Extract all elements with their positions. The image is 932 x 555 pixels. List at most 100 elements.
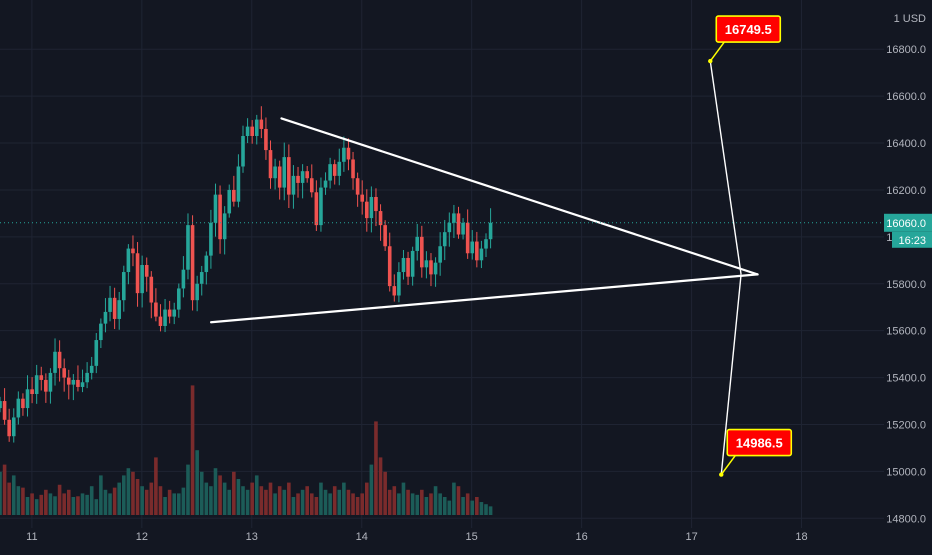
y-tick-label: 15400.0: [886, 373, 926, 385]
candle-body: [332, 164, 337, 176]
candle-body: [94, 340, 99, 366]
price-target-callout[interactable]: [726, 428, 793, 457]
volume-bar: [342, 482, 346, 515]
candle-body: [11, 417, 16, 437]
candle-body: [369, 196, 374, 219]
volume-bar: [66, 489, 71, 515]
volume-bar: [218, 475, 222, 515]
volume-bar: [465, 493, 470, 515]
candle-body: [401, 257, 406, 273]
candle-body: [117, 300, 122, 319]
candle-body: [89, 365, 94, 373]
x-tick-label: 18: [795, 531, 807, 543]
candle-body: [438, 246, 442, 263]
volume-bar: [447, 500, 452, 515]
candle-body: [222, 213, 227, 240]
projection-line-upper[interactable]: [709, 60, 742, 275]
candle-body: [319, 187, 323, 226]
y-tick-label: 16600.0: [886, 91, 926, 103]
price-target-label: 14986.5: [736, 436, 783, 451]
candle-body: [360, 194, 365, 202]
volume-bar: [94, 499, 99, 515]
volume-bar: [149, 482, 154, 515]
current-price-value: 16060.0: [886, 218, 926, 230]
candle-body: [112, 297, 117, 319]
trend-line-resistance[interactable]: [280, 117, 759, 276]
volume-bar: [273, 493, 277, 515]
candle-body: [296, 175, 300, 183]
candle-body: [163, 309, 167, 326]
candle-body: [0, 401, 2, 409]
candle-body: [154, 302, 158, 317]
volume-bar: [387, 489, 392, 515]
volume-bar: [406, 489, 410, 515]
price-target-callout[interactable]: [715, 15, 782, 43]
candle-body: [103, 311, 108, 324]
volume-bar: [190, 385, 195, 515]
candle-body: [254, 119, 259, 136]
candle-body: [195, 283, 199, 301]
candle-body: [16, 398, 21, 418]
y-tick-label: 16800.0: [886, 44, 926, 56]
volume-bar: [167, 489, 172, 515]
volume-bar: [264, 489, 268, 515]
candle-body: [57, 351, 62, 369]
volume-bar: [48, 493, 53, 515]
candle-body: [39, 375, 44, 380]
candle-body: [181, 269, 186, 289]
volume-bar: [163, 497, 167, 515]
volume-bar: [410, 493, 415, 515]
candle-body: [470, 241, 475, 254]
callout-pointer: [720, 455, 736, 476]
y-tick-label: 15800.0: [886, 279, 926, 291]
volume-bar: [351, 493, 355, 515]
projection-line-lower[interactable]: [720, 274, 742, 475]
x-tick-label: 15: [466, 531, 478, 543]
volume-bar: [0, 471, 2, 515]
x-tick-label: 13: [246, 531, 258, 543]
y-tick-label: 15600.0: [886, 326, 926, 338]
volume-bar: [232, 471, 236, 515]
candle-body: [429, 260, 433, 275]
candle-body: [30, 389, 34, 394]
volume-bar: [314, 497, 319, 515]
candle-body: [126, 248, 131, 273]
candle-body: [337, 161, 342, 176]
candle-body: [209, 222, 213, 256]
candle-body: [140, 265, 144, 294]
volume-bar: [282, 489, 287, 515]
candle-body: [397, 272, 401, 296]
volume-bar: [433, 486, 438, 515]
candle-body: [433, 262, 438, 275]
candle-body: [273, 166, 277, 179]
candle-body: [383, 225, 387, 247]
volume-bar: [429, 493, 433, 515]
candle-body: [177, 288, 181, 310]
candle-body: [479, 248, 484, 261]
countdown-badge: [892, 231, 932, 248]
volume-bar: [62, 493, 66, 515]
volume-bar: [158, 486, 163, 515]
volume-bar: [383, 471, 387, 515]
candle-body: [364, 201, 369, 219]
volume-bar: [374, 421, 378, 515]
trend-line-support[interactable]: [210, 273, 759, 324]
volume-bar: [103, 489, 108, 515]
volume-bar: [177, 493, 181, 515]
candle-body: [387, 246, 392, 287]
volume-bar: [236, 479, 241, 515]
candle-body: [48, 372, 53, 392]
candle-body: [149, 276, 154, 303]
volume-bar: [186, 464, 190, 515]
x-tick-label: 12: [136, 531, 148, 543]
candle-body: [305, 171, 309, 179]
candle-body: [232, 189, 236, 202]
candle-body: [245, 126, 250, 136]
candle-body: [475, 241, 479, 261]
currency-label: 1 USD: [894, 13, 926, 25]
candle-body: [300, 171, 305, 183]
volume-bar: [204, 482, 209, 515]
volume-bar: [71, 497, 76, 515]
